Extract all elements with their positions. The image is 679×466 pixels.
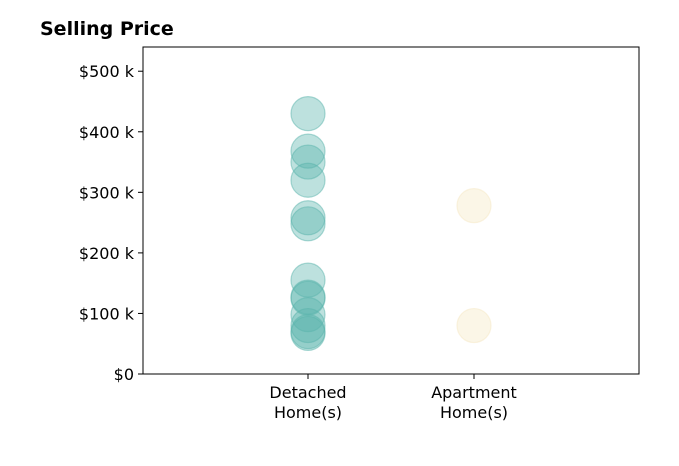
x-tick-label: Home(s)	[274, 403, 342, 422]
y-tick-label: $400 k	[79, 123, 135, 142]
x-tick-label: Home(s)	[440, 403, 508, 422]
y-axis: $0 $100 k $200 k $300 k $400 k $500 k	[79, 62, 143, 384]
data-point	[290, 162, 326, 198]
data-point	[456, 307, 492, 344]
data-point	[290, 280, 326, 316]
data-point	[290, 133, 326, 169]
data-points	[290, 96, 492, 352]
data-point	[290, 96, 326, 132]
y-tick-label: $300 k	[79, 183, 135, 202]
data-point	[456, 188, 492, 224]
x-tick-label: Apartment	[431, 383, 517, 402]
y-tick-label: $200 k	[79, 244, 135, 263]
y-tick-label: $100 k	[79, 304, 135, 323]
x-tick-label: Detached	[269, 383, 346, 402]
chart-title: Selling Price	[40, 18, 174, 40]
plot-frame	[142, 46, 640, 375]
y-tick-label: $0	[114, 365, 134, 384]
data-point	[290, 315, 326, 352]
data-point	[290, 206, 326, 242]
y-tick-label: $500 k	[79, 62, 135, 81]
data-point	[290, 144, 326, 180]
